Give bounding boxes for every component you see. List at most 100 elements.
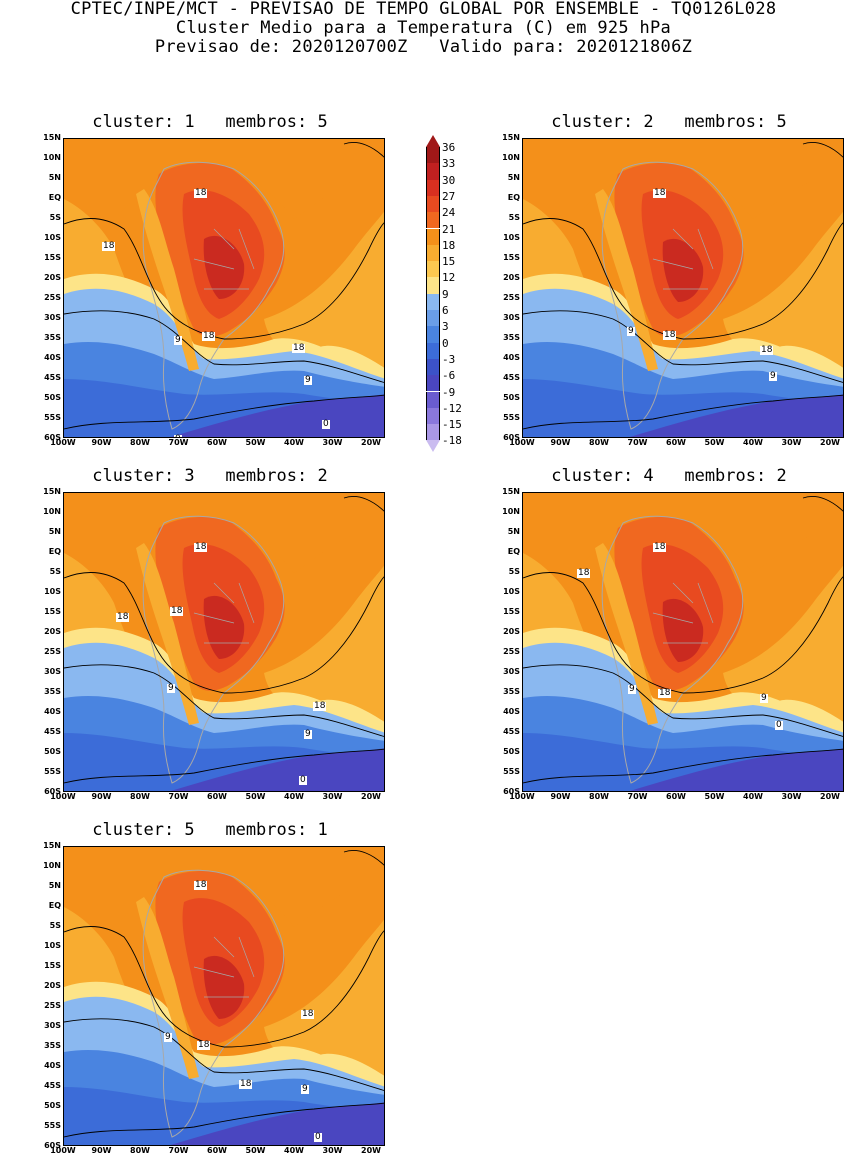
contour-label: 9 [769, 371, 777, 381]
longitude-tick-label: 80W [130, 438, 150, 447]
contour-label: 18 [313, 701, 327, 711]
latitude-tick-label: 10S [503, 587, 520, 596]
colorbar-level-label: -12 [442, 401, 462, 415]
longitude-tick-label: 90W [550, 438, 571, 447]
latitude-tick-label: 5S [49, 213, 61, 222]
longitude-tick-label: 70W [168, 1146, 189, 1155]
longitude-tick-label: 50W [704, 438, 725, 447]
contour-label: 18 [301, 1009, 315, 1019]
map-panel-cluster-1: cluster: 1 membros: 5 18 18 18 18 9 9 0 0 15N 10N… [25, 112, 395, 457]
latitude-tick-label: 15S [503, 253, 520, 262]
colorbar-level-label: 15 [442, 255, 456, 269]
contour-label: 18 [170, 606, 184, 616]
longitude-tick-label: 80W [589, 792, 609, 801]
latitude-tick-label: 45S [503, 373, 520, 382]
longitude-tick-label: 90W [91, 792, 112, 801]
colorbar-level-label: 30 [442, 173, 456, 187]
colorbar-level-label: 27 [442, 189, 456, 203]
colorbar-swatch [426, 293, 440, 310]
latitude-tick-label: 50S [44, 393, 61, 402]
longitude-tick-label: 60W [207, 438, 227, 447]
longitude-tick-label: 60W [666, 792, 686, 801]
latitude-tick-label: 35S [44, 687, 61, 696]
colorbar-level-label: 9 [442, 287, 449, 301]
latitude-tick-label: 35S [503, 687, 520, 696]
latitude-tick-label: 35S [44, 333, 61, 342]
latitude-tick-label: 10N [43, 507, 61, 516]
colorbar-swatch [426, 228, 440, 245]
colorbar-level-label: 21 [442, 222, 456, 236]
latitude-tick-label: 15N [43, 487, 61, 496]
colorbar-swatch [426, 244, 440, 262]
longitude-tick-label: 50W [245, 792, 266, 801]
colorbar-level-label: 12 [442, 271, 456, 285]
latitude-tick-label: 5S [49, 567, 61, 576]
colorbar-level-label: -9 [442, 385, 456, 399]
contour-label: 18 [239, 1079, 253, 1089]
latitude-tick-label: 45S [503, 727, 520, 736]
latitude-tick-label: 60S [503, 433, 520, 442]
colorbar-swatch [426, 391, 440, 408]
latitude-tick-label: 60S [503, 787, 520, 796]
latitude-tick-label: 60S [44, 433, 61, 442]
latitude-tick-label: 25S [503, 647, 520, 656]
contour-label: 18 [653, 542, 667, 552]
latitude-tick-label: 20S [503, 273, 520, 282]
longitude-tick-label: 30W [781, 438, 802, 447]
latitude-tick-label: 15N [502, 487, 520, 496]
colorbar-level-label: -18 [442, 434, 462, 448]
latitude-tick-label: 30S [503, 667, 520, 676]
contour-label: 9 [167, 683, 175, 693]
longitude-tick-label: 80W [130, 1146, 150, 1155]
latitude-tick-label: 30S [44, 667, 61, 676]
latitude-tick-label: EQ [48, 901, 61, 910]
colorbar-level-label: 0 [442, 336, 449, 350]
colorbar-top-arrow [426, 135, 440, 147]
latitude-tick-label: 20S [44, 981, 61, 990]
latitude-tick-label: 15S [44, 253, 61, 262]
longitude-tick-label: 70W [168, 792, 189, 801]
latitude-tick-label: 60S [44, 1141, 61, 1150]
latitude-tick-label: 15S [44, 961, 61, 970]
map-panel-cluster-5: cluster: 5 membros: 1 18181818990015N10N… [25, 820, 395, 1165]
longitude-tick-label: 80W [589, 438, 609, 447]
longitude-tick-label: 30W [322, 792, 343, 801]
contour-label: 18 [658, 688, 672, 698]
contour-label: 18 [202, 331, 216, 341]
latitude-tick-label: 5N [507, 527, 520, 536]
latitude-tick-label: EQ [48, 193, 61, 202]
longitude-tick-label: 30W [322, 1146, 343, 1155]
latitude-tick-label: 40S [44, 353, 61, 362]
latitude-tick-label: 55S [503, 767, 520, 776]
colorbar-swatch [426, 342, 440, 359]
colorbar-swatch [426, 424, 440, 441]
latitude-tick-label: 20S [503, 627, 520, 636]
map-panel-cluster-2: cluster: 2 membros: 5 18181899015N10N5NE… [484, 112, 847, 457]
temperature-map: 18 18 18 18 9 9 0 [63, 492, 385, 792]
colorbar-swatch [426, 310, 440, 327]
latitude-tick-label: EQ [507, 193, 520, 202]
contour-label: 0 [299, 775, 307, 785]
longitude-tick-label: 20W [820, 792, 840, 801]
contour-label: 9 [627, 326, 635, 336]
latitude-tick-label: 5N [48, 881, 61, 890]
figure-header: CPTEC/INPE/MCT - PREVISAO DE TEMPO GLOBA… [0, 0, 847, 57]
longitude-tick-label: 100W [509, 792, 535, 801]
latitude-tick-label: 10N [502, 507, 520, 516]
longitude-tick-label: 100W [509, 438, 535, 447]
colorbar-swatch [426, 195, 440, 213]
colorbar-level-label: 36 [442, 141, 456, 154]
contour-label: 9 [304, 729, 312, 739]
longitude-tick-label: 100W [50, 1146, 76, 1155]
colorbar-swatch [426, 326, 440, 343]
contour-label: 0 [322, 419, 330, 429]
latitude-tick-label: 50S [503, 747, 520, 756]
latitude-tick-label: 10N [43, 861, 61, 870]
contour-label: 18 [194, 188, 208, 198]
latitude-tick-label: 15S [44, 607, 61, 616]
contour-label: 9 [164, 1032, 172, 1042]
latitude-tick-label: 15N [502, 133, 520, 142]
panel-title: cluster: 5 membros: 1 [92, 820, 328, 840]
contour-label: 0 [775, 720, 783, 730]
latitude-tick-label: 55S [44, 767, 61, 776]
